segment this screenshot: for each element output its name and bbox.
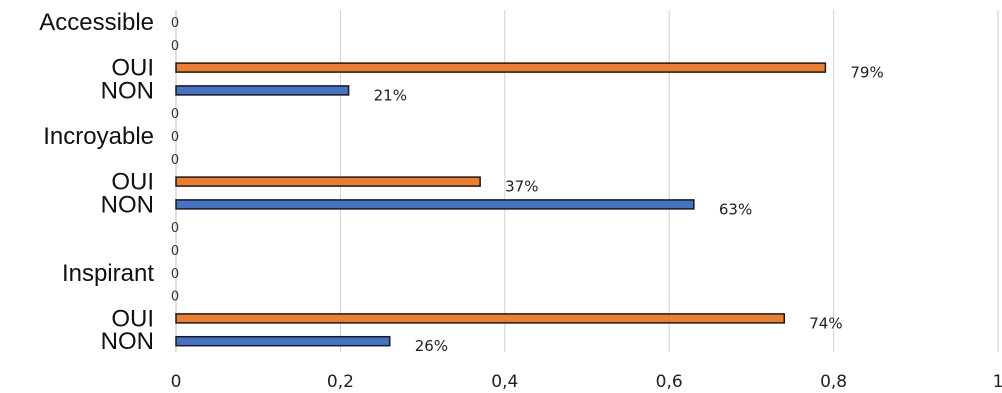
category-label: Incroyable: [43, 123, 154, 150]
data-label: 0: [171, 130, 179, 145]
x-tick-label: 1: [993, 372, 1002, 392]
x-tick-label: 0,2: [327, 372, 354, 392]
x-tick-label: 0,4: [491, 372, 518, 392]
labels: 0 0,2 0,4 0,6 0,8 1 Accessible 0 0 OUI 79% NON 21% 0 I…: [39, 9, 1002, 392]
category-label: OUI: [111, 305, 154, 332]
x-tick-label: 0,6: [656, 372, 683, 392]
data-label: 0: [171, 107, 179, 122]
category-label: Accessible: [39, 9, 154, 36]
bar-non: [175, 85, 350, 96]
bar-non: [175, 199, 695, 210]
bar-oui: [175, 176, 481, 187]
bar-non: [175, 335, 391, 347]
x-tick-label: 0,8: [820, 372, 847, 392]
data-label: 0: [171, 290, 179, 305]
data-label: 0: [171, 153, 179, 168]
data-label: 63%: [719, 200, 752, 218]
data-label: 0: [171, 267, 179, 282]
bars: [175, 62, 827, 347]
data-label: 0: [171, 39, 179, 54]
data-label: 37%: [505, 178, 538, 196]
data-label: 74%: [809, 314, 842, 332]
category-label: NON: [101, 328, 154, 355]
category-label: NON: [101, 191, 154, 218]
data-label: 21%: [374, 86, 407, 104]
category-label: OUI: [111, 55, 154, 82]
bar-oui: [175, 313, 786, 324]
data-label: 79%: [850, 64, 883, 82]
data-label: 0: [171, 221, 179, 236]
data-label: 0: [171, 244, 179, 259]
bar-oui: [175, 62, 827, 73]
data-label: 26%: [415, 337, 448, 355]
x-tick-label: 0: [171, 372, 182, 392]
category-label: NON: [101, 77, 154, 104]
data-label: 0: [171, 16, 179, 31]
category-label: Inspirant: [62, 260, 154, 287]
category-label: OUI: [111, 169, 154, 196]
